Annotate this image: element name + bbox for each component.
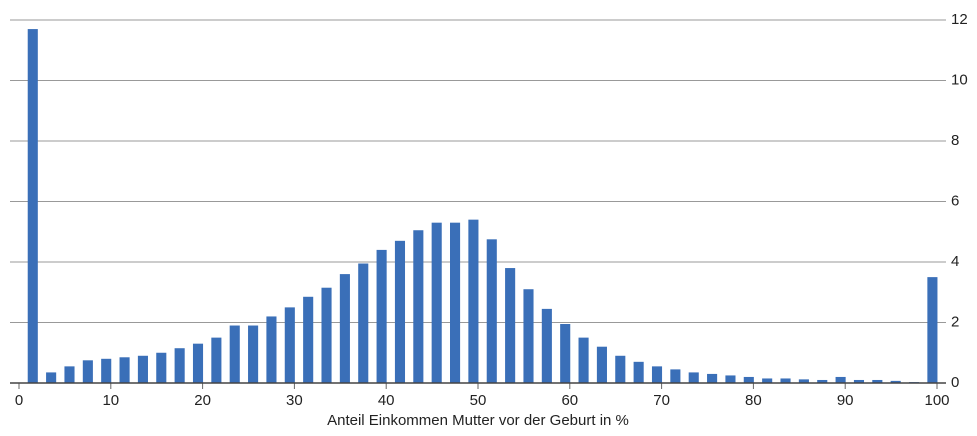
- x-tick-label: 90: [837, 392, 854, 409]
- bar: [578, 337, 589, 383]
- bar: [192, 343, 204, 383]
- bar: [376, 249, 387, 383]
- bar: [27, 29, 38, 383]
- y-tick-label: 6: [951, 192, 959, 209]
- x-tick-label: 40: [378, 392, 395, 409]
- bar: [394, 240, 406, 383]
- bar: [817, 379, 828, 383]
- bar: [688, 372, 699, 383]
- bar: [82, 360, 93, 383]
- bar: [137, 355, 148, 383]
- x-tick-label: 70: [653, 392, 670, 409]
- bar: [927, 277, 938, 383]
- bar: [798, 379, 809, 383]
- bar: [211, 337, 222, 383]
- bar: [303, 296, 314, 383]
- bar: [119, 357, 130, 383]
- bar: [762, 378, 773, 383]
- bar: [651, 366, 663, 383]
- bar: [413, 230, 424, 383]
- bar: [431, 222, 442, 383]
- bar: [633, 361, 644, 383]
- bar: [596, 346, 607, 383]
- bar: [46, 372, 57, 383]
- bar: [725, 375, 736, 383]
- y-tick-label: 0: [951, 374, 959, 391]
- bar: [174, 348, 185, 383]
- bar: [486, 239, 497, 383]
- bar: [321, 287, 332, 383]
- bar: [229, 325, 240, 383]
- y-tick-label: 10: [951, 71, 968, 88]
- bar: [248, 325, 259, 383]
- x-tick-label: 60: [561, 392, 578, 409]
- bar: [468, 219, 479, 383]
- x-tick-label: 50: [470, 392, 487, 409]
- bar: [505, 268, 516, 383]
- x-tick-label: 80: [745, 392, 762, 409]
- bar: [541, 308, 552, 383]
- bar: [872, 379, 883, 383]
- bar: [450, 222, 461, 383]
- x-tick-label: 30: [286, 392, 303, 409]
- x-axis-label: Anteil Einkommen Mutter vor der Geburt i…: [327, 412, 629, 429]
- bar: [101, 358, 112, 383]
- bar: [615, 355, 626, 383]
- bar: [156, 352, 167, 383]
- x-tick-label: 0: [15, 392, 23, 409]
- bar: [339, 274, 350, 383]
- bar: [835, 376, 846, 383]
- y-tick-label: 8: [951, 132, 959, 149]
- bar: [853, 379, 865, 383]
- y-tick-label: 4: [951, 253, 959, 270]
- y-tick-label: 12: [951, 11, 968, 28]
- bar: [560, 324, 571, 383]
- x-tick-label: 20: [194, 392, 211, 409]
- bar: [523, 289, 534, 383]
- bar: [358, 263, 369, 383]
- bar: [743, 376, 754, 383]
- x-tick-label: 10: [102, 392, 119, 409]
- bar: [266, 316, 277, 383]
- bar: [284, 307, 295, 383]
- x-tick-label: 100: [924, 392, 949, 409]
- bar: [670, 369, 681, 383]
- y-tick-label: 2: [951, 313, 959, 330]
- bar: [890, 380, 901, 383]
- bar: [64, 366, 75, 383]
- bar: [780, 378, 791, 383]
- bar: [707, 373, 718, 383]
